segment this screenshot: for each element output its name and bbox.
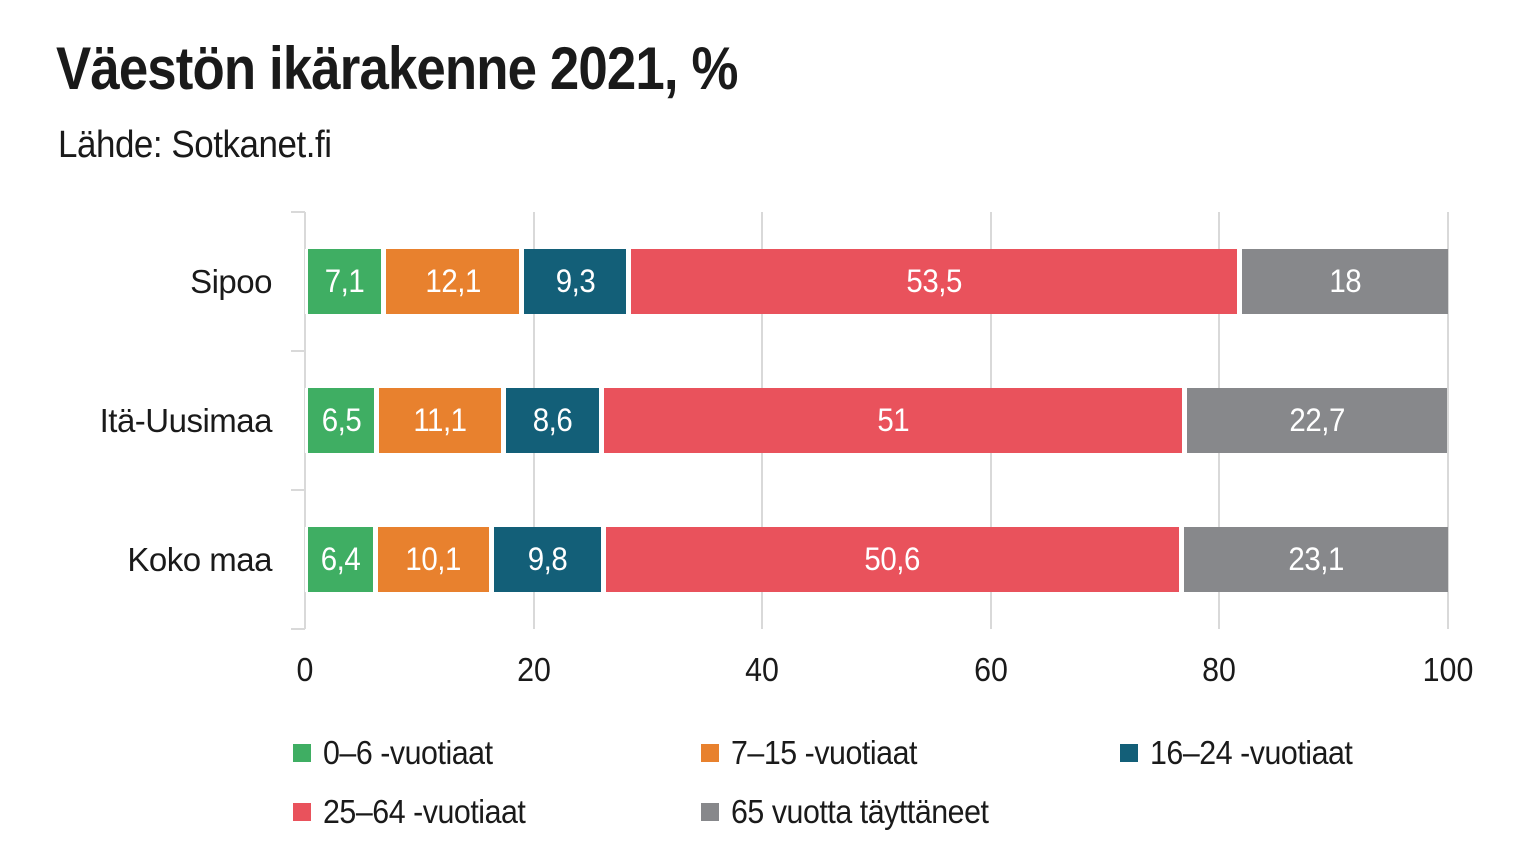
- x-axis-tick-label-60: 60: [973, 651, 1008, 688]
- legend-swatch-icon: [293, 743, 311, 762]
- bar-segment: 6,5: [305, 388, 380, 453]
- chart-source: Lähde: Sotkanet.fi: [58, 124, 332, 166]
- legend-swatch-icon: [293, 802, 311, 821]
- x-axis-tick-label-40: 40: [745, 651, 780, 688]
- segment-value-label: 7,1: [324, 263, 365, 299]
- bar-row-it-uusimaa: Itä-Uusimaa 6,5 11,1 8,6 51 22,7: [100, 351, 1448, 490]
- legend-item: 65 vuotta täyttäneet: [701, 793, 1120, 831]
- segment-value-label: 53,5: [906, 263, 962, 299]
- legend-item: 16–24 -vuotiaat: [1120, 734, 1516, 772]
- bar-segment: 23,1: [1183, 527, 1448, 592]
- stacked-bar: 6,5 11,1 8,6 51 22,7: [305, 388, 1448, 453]
- category-label: Itä-Uusimaa: [99, 401, 273, 439]
- segment-value-label: 11,1: [413, 402, 468, 438]
- bar-segment: 9,8: [493, 527, 606, 592]
- legend: 0–6 -vuotiaat 7–15 -vuotiaat 16–24 -vuotia…: [293, 723, 1516, 841]
- legend-swatch-icon: [701, 802, 719, 821]
- legend-item: 0–6 -vuotiaat: [293, 734, 701, 772]
- segment-value-label: 22,7: [1289, 402, 1345, 438]
- segment-value-label: 23,1: [1288, 541, 1344, 577]
- y-axis-tick: [291, 211, 305, 213]
- bar-segment: 7,1: [305, 249, 387, 314]
- segment-value-label: 6,4: [320, 541, 361, 577]
- bar-segment: 18: [1242, 249, 1448, 314]
- bar-segment: 6,4: [305, 527, 379, 592]
- chart-title: Väestön ikärakenne 2021, %: [56, 35, 738, 102]
- bar-segment: 8,6: [506, 388, 605, 453]
- bar-segment: 53,5: [630, 249, 1243, 314]
- segment-value-label: 6,5: [321, 402, 361, 438]
- legend-item: 7–15 -vuotiaat: [701, 734, 1120, 772]
- legend-label: 16–24 -vuotiaat: [1150, 733, 1353, 771]
- gridline-x-100: [1447, 212, 1449, 629]
- segment-value-label: 9,8: [527, 541, 567, 577]
- segment-value-label: 50,6: [864, 541, 921, 577]
- stacked-bar: 6,4 10,1 9,8 50,6 23,1: [305, 527, 1448, 592]
- segment-value-label: 12,1: [425, 263, 481, 299]
- legend-label: 0–6 -vuotiaat: [323, 733, 493, 771]
- segment-value-label: 51: [877, 402, 910, 438]
- legend-label: 25–64 -vuotiaat: [323, 792, 526, 830]
- legend-label: 65 vuotta täyttäneet: [731, 792, 989, 830]
- legend-swatch-icon: [1120, 743, 1138, 762]
- segment-value-label: 8,6: [533, 402, 573, 438]
- stacked-bar: 7,1 12,1 9,3 53,5 18: [305, 249, 1448, 314]
- segment-value-label: 18: [1329, 263, 1362, 299]
- bar-segment: 12,1: [386, 249, 525, 314]
- legend-label: 7–15 -vuotiaat: [731, 733, 917, 771]
- segment-value-label: 9,3: [555, 263, 595, 299]
- category-label: Sipoo: [190, 262, 272, 300]
- legend-item: 25–64 -vuotiaat: [293, 793, 701, 831]
- legend-swatch-icon: [701, 743, 719, 762]
- bar-segment: 9,3: [524, 249, 631, 314]
- category-label: Koko maa: [127, 540, 272, 578]
- bar-row-sipoo: Sipoo 7,1 12,1 9,3 53,5 18: [190, 212, 1448, 351]
- y-axis-tick: [291, 489, 305, 491]
- bar-segment: 51: [604, 388, 1188, 453]
- bar-segment: 10,1: [378, 527, 494, 592]
- x-axis-tick-label-100: 100: [1422, 651, 1474, 688]
- plot-area: 0 20 40 60 80 100 Sipoo 7,1 12,1 9,3 53,5 18 Itä-Uus…: [100, 211, 1473, 688]
- bar-segment: 11,1: [379, 388, 507, 453]
- x-axis-tick-label-80: 80: [1202, 651, 1237, 688]
- y-axis-tick: [291, 350, 305, 352]
- bar-row-koko-maa: Koko maa 6,4 10,1 9,8 50,6 23,1: [127, 490, 1448, 629]
- bar-segment: 50,6: [605, 527, 1184, 592]
- x-axis-tick-label-0: 0: [296, 651, 314, 688]
- x-axis-tick-label-20: 20: [516, 651, 551, 688]
- y-axis-tick: [291, 628, 305, 630]
- segment-value-label: 10,1: [405, 541, 462, 577]
- bar-segment: 22,7: [1187, 388, 1447, 453]
